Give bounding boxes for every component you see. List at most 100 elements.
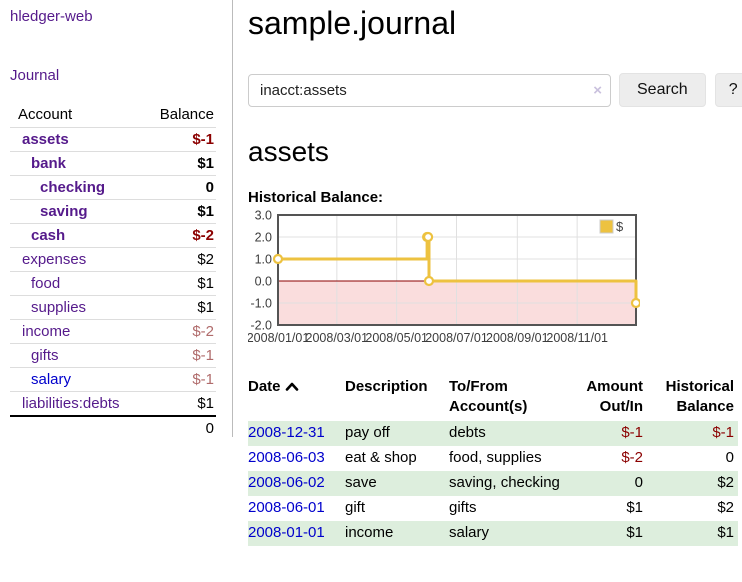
svg-text:-1.0: -1.0: [250, 297, 272, 311]
accounts-header-row: Account Balance: [10, 103, 216, 128]
chart-title: Historical Balance:: [248, 189, 384, 206]
transaction-accounts: salary: [449, 524, 490, 541]
svg-text:$: $: [616, 219, 624, 234]
transactions-header-row: Date Description To/From Account(s) Amou…: [248, 375, 738, 421]
transaction-description: pay off: [345, 424, 390, 441]
svg-text:2008/09/01: 2008/09/01: [486, 331, 549, 345]
transaction-date-link[interactable]: 2008-06-02: [248, 474, 325, 491]
svg-text:0.0: 0.0: [255, 275, 272, 289]
accounts-total: 0: [205, 420, 214, 437]
transaction-accounts: debts: [449, 424, 486, 441]
historical-balance-chart: 3.0 2.0 1.0 0.0 -1.0 -2.0 2008/01/01 2008/03/01…: [247, 209, 742, 354]
account-link-cash[interactable]: cash: [31, 227, 66, 244]
account-row: saving $1: [10, 199, 216, 224]
transaction-row: 2008-06-02 save saving, checking 0 $2: [248, 471, 738, 496]
sidebar-item-journal[interactable]: Journal: [10, 67, 60, 84]
account-row: bank $1: [10, 151, 216, 176]
col-accounts: To/From Account(s): [449, 378, 528, 415]
search-input[interactable]: [248, 73, 611, 107]
col-date[interactable]: Date: [248, 375, 345, 421]
account-balance: 0: [205, 179, 214, 196]
page-title: sample.journal: [248, 5, 457, 41]
account-balance: $1: [197, 275, 214, 292]
account-balance: $-2: [192, 323, 214, 340]
account-row: food $1: [10, 271, 216, 296]
svg-text:2008/03/01: 2008/03/01: [306, 331, 369, 345]
transaction-row: 2008-06-03 eat & shop food, supplies $-2…: [248, 446, 738, 471]
chart-canvas: 3.0 2.0 1.0 0.0 -1.0 -2.02008/01/012008/03/01…: [247, 209, 642, 345]
account-link-gifts[interactable]: gifts: [31, 347, 59, 364]
accounts-col-balance: Balance: [159, 106, 214, 123]
account-balance: $1: [197, 203, 214, 220]
transactions-table: Date Description To/From Account(s) Amou…: [248, 375, 738, 546]
transaction-description: income: [345, 524, 394, 541]
transaction-date-link[interactable]: 2008-01-01: [248, 524, 325, 541]
account-link-expenses[interactable]: expenses: [22, 251, 87, 268]
account-row: liabilities:debts $1: [10, 391, 216, 417]
svg-text:1.0: 1.0: [255, 253, 272, 267]
account-balance: $-1: [192, 347, 214, 364]
account-link-saving[interactable]: saving: [40, 203, 88, 220]
account-balance: $2: [197, 251, 214, 268]
transaction-row: 2008-01-01 income salary $1 $1: [248, 521, 738, 546]
account-balance: $-1: [192, 371, 214, 388]
accounts-col-account: Account: [18, 106, 73, 123]
search-bar: × Search ?: [248, 73, 742, 107]
svg-text:2008/05/01: 2008/05/01: [365, 331, 428, 345]
svg-text:-2.0: -2.0: [250, 319, 272, 333]
account-row: supplies $1: [10, 295, 216, 320]
transaction-row: 2008-06-01 gift gifts $1 $2: [248, 496, 738, 521]
account-row: gifts $-1: [10, 343, 216, 368]
search-button[interactable]: Search: [619, 73, 706, 107]
account-row: cash $-2: [10, 223, 216, 248]
col-amount: Amount Out/In: [586, 378, 643, 415]
account-row: income $-2: [10, 319, 216, 344]
account-row: salary $-1: [10, 367, 216, 392]
transaction-amount: $-1: [621, 424, 643, 441]
transaction-amount: $1: [626, 524, 643, 541]
svg-text:2.0: 2.0: [255, 231, 272, 245]
accounts-table: Account Balance assets $-1 bank $1 check…: [10, 103, 216, 440]
account-link-food[interactable]: food: [31, 275, 61, 292]
account-heading: assets: [248, 136, 329, 167]
svg-text:2008/01/01: 2008/01/01: [248, 331, 309, 345]
app-brand-link[interactable]: hledger-web: [10, 8, 93, 25]
transaction-balance: $-1: [712, 424, 734, 441]
svg-text:3.0: 3.0: [255, 209, 272, 223]
transaction-amount: $-2: [621, 449, 643, 466]
help-button[interactable]: ?: [714, 73, 742, 107]
transaction-amount: 0: [634, 474, 643, 491]
account-link-checking[interactable]: checking: [40, 179, 106, 196]
transaction-description: save: [345, 474, 377, 491]
main-content: sample.journal × Search ? assets Histori…: [247, 0, 742, 546]
account-balance: $-1: [192, 131, 214, 148]
col-balance: Historical Balance: [665, 378, 734, 415]
transaction-row: 2008-12-31 pay off debts $-1 $-1: [248, 421, 738, 446]
clear-search-icon[interactable]: ×: [593, 81, 602, 99]
account-link-assets[interactable]: assets: [22, 131, 69, 148]
account-link-supplies[interactable]: supplies: [31, 299, 87, 316]
transaction-date-link[interactable]: 2008-06-03: [248, 449, 325, 466]
transaction-balance: $1: [717, 524, 734, 541]
transaction-date-link[interactable]: 2008-06-01: [248, 499, 325, 516]
account-link-bank[interactable]: bank: [31, 155, 67, 172]
transaction-balance: $2: [717, 499, 734, 516]
account-balance: $-2: [192, 227, 214, 244]
account-balance: $1: [197, 299, 214, 316]
transaction-accounts: gifts: [449, 499, 477, 516]
account-balance: $1: [197, 395, 214, 412]
account-link-liabilities-debts[interactable]: liabilities:debts: [22, 395, 120, 412]
svg-text:2008/11/01: 2008/11/01: [546, 331, 608, 345]
svg-text:2008/07/01: 2008/07/01: [425, 331, 488, 345]
account-link-salary[interactable]: salary: [31, 371, 72, 388]
transaction-amount: $1: [626, 499, 643, 516]
transaction-accounts: food, supplies: [449, 449, 542, 466]
transaction-accounts: saving, checking: [449, 474, 560, 491]
transaction-date-link[interactable]: 2008-12-31: [248, 424, 325, 441]
account-link-income[interactable]: income: [22, 323, 71, 340]
account-row: expenses $2: [10, 247, 216, 272]
col-description: Description: [345, 378, 428, 395]
account-balance: $1: [197, 155, 214, 172]
sidebar: hledger-web Journal Account Balance asse…: [0, 0, 233, 437]
accounts-total-row: 0: [10, 416, 216, 440]
